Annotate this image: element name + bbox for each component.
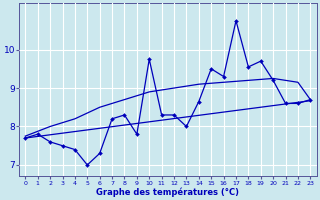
X-axis label: Graphe des températures (°C): Graphe des températures (°C) xyxy=(96,187,239,197)
